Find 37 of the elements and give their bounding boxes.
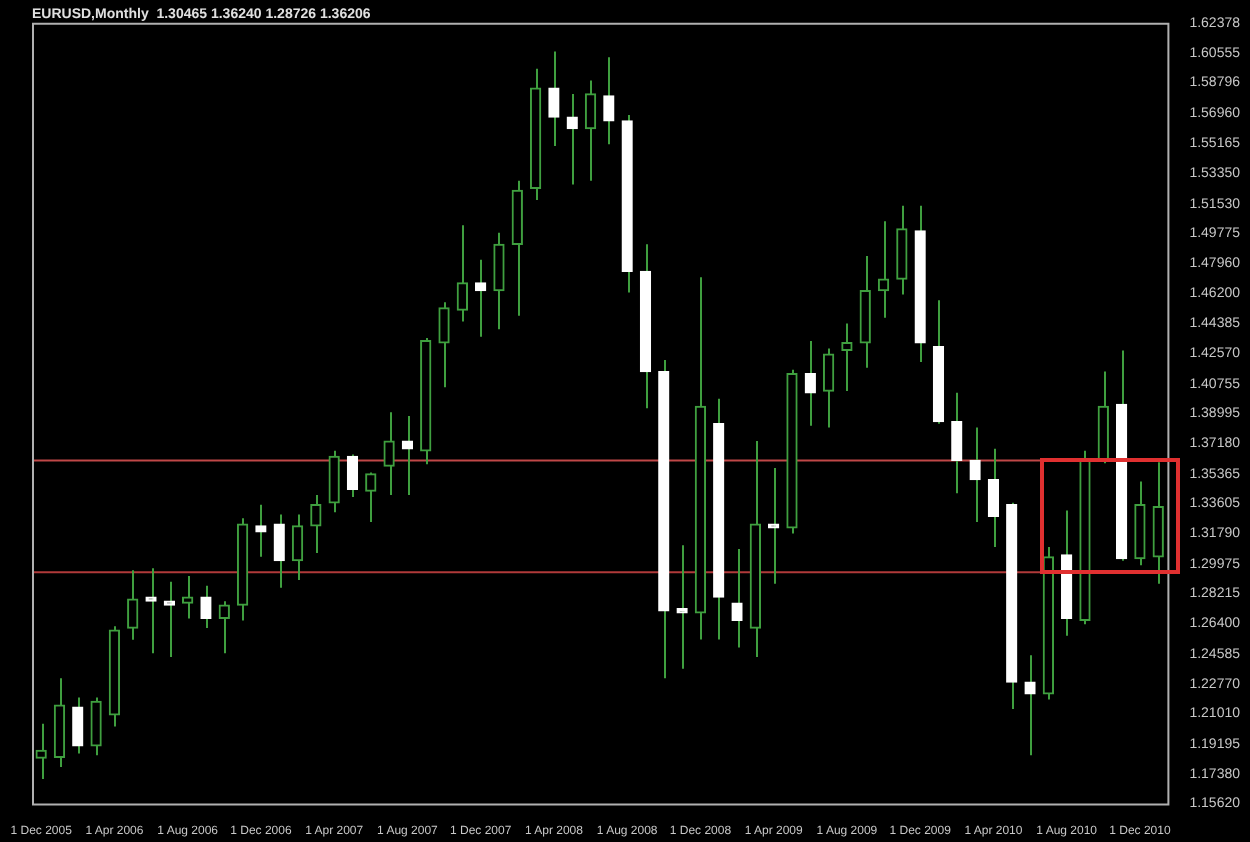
candlestick bbox=[603, 56, 615, 146]
candlestick bbox=[475, 258, 487, 338]
candlestick bbox=[328, 449, 340, 514]
candlestick bbox=[310, 494, 322, 554]
candlestick bbox=[731, 548, 743, 649]
candlestick bbox=[90, 696, 102, 757]
candlestick bbox=[291, 513, 304, 581]
candlestick bbox=[951, 391, 963, 495]
candlestick bbox=[401, 415, 414, 497]
candlestick bbox=[584, 79, 597, 182]
candlestick bbox=[566, 92, 578, 186]
candlestick bbox=[896, 204, 908, 296]
candlestick bbox=[1024, 654, 1036, 757]
candlestick bbox=[969, 426, 981, 524]
candlestick bbox=[804, 339, 816, 427]
candlestick bbox=[548, 50, 560, 147]
candlestick bbox=[768, 467, 780, 585]
candlestick bbox=[438, 301, 450, 389]
candlestick bbox=[456, 224, 469, 323]
candlestick bbox=[841, 322, 853, 392]
candlestick bbox=[35, 722, 47, 780]
candlestick bbox=[1152, 461, 1164, 585]
candlestick bbox=[72, 696, 84, 755]
candlestick bbox=[163, 580, 176, 658]
candlestick bbox=[273, 513, 285, 589]
candlestick bbox=[346, 453, 359, 499]
candlestick bbox=[877, 220, 890, 319]
candlestick bbox=[200, 584, 212, 630]
candlestick bbox=[255, 503, 267, 558]
candlestick bbox=[127, 569, 139, 641]
candlestick bbox=[365, 471, 377, 524]
candlestick bbox=[383, 411, 395, 497]
candlestick bbox=[822, 347, 835, 429]
candlestick bbox=[987, 447, 1000, 549]
candlestick bbox=[182, 575, 194, 620]
candlestick bbox=[493, 231, 505, 331]
candlestick bbox=[218, 600, 230, 655]
